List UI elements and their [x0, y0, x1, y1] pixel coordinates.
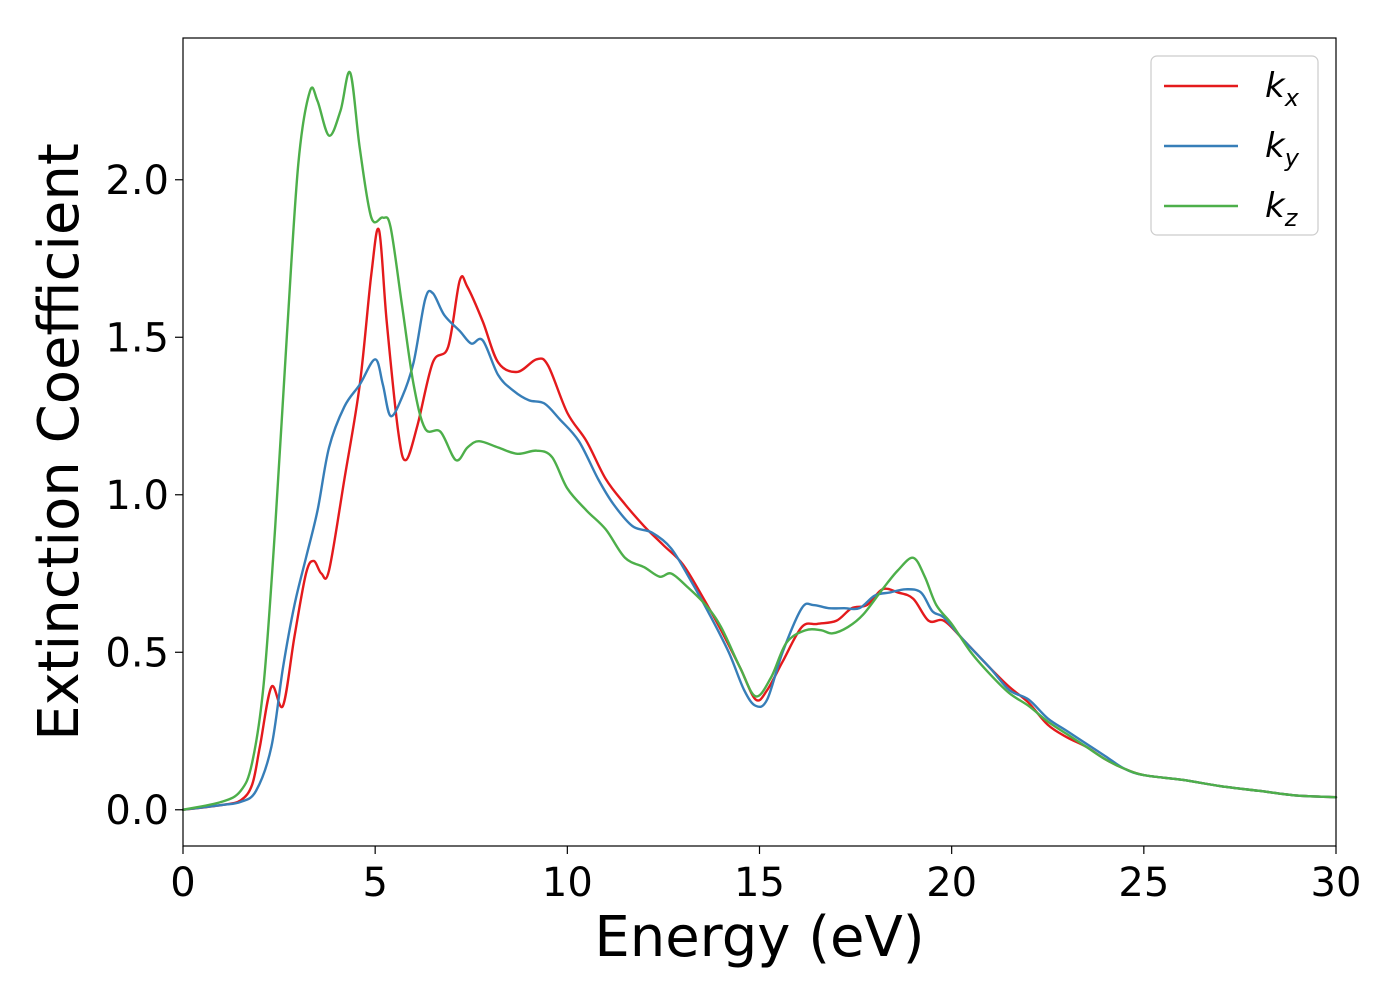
plot-background [183, 38, 1336, 846]
y-tick-label: 1.5 [105, 315, 169, 361]
x-tick-label: 5 [362, 860, 387, 906]
x-tick-label: 20 [926, 860, 977, 906]
x-tick-label: 10 [542, 860, 593, 906]
series-line-kz [181, 70, 1338, 811]
x-tick-label: 15 [734, 860, 785, 906]
y-tick-label: 0.0 [105, 788, 169, 834]
legend-label-kx: kx [1265, 66, 1300, 112]
legend-label-ky: ky [1265, 126, 1300, 172]
x-axis-title: Energy (eV) [594, 905, 924, 970]
y-axis-title: Extinction Coefficient [27, 143, 92, 741]
y-tick-label: 0.5 [105, 630, 169, 676]
y-tick-label: 2.0 [105, 158, 169, 204]
legend-label-kz: kz [1265, 186, 1299, 232]
series-line-kx [181, 227, 1338, 811]
series-line-ky [181, 289, 1338, 811]
x-tick-label: 30 [1311, 860, 1362, 906]
x-tick-label: 25 [1118, 860, 1169, 906]
legend: kx ky kz [1150, 55, 1319, 236]
y-axis-ticks: 0.0 0.5 1.0 1.5 2.0 [105, 158, 183, 834]
y-tick-label: 1.0 [105, 473, 169, 519]
x-tick-label: 0 [170, 860, 195, 906]
series-layer [181, 70, 1338, 811]
x-axis-ticks: 0 5 10 15 20 25 30 [170, 846, 1361, 906]
